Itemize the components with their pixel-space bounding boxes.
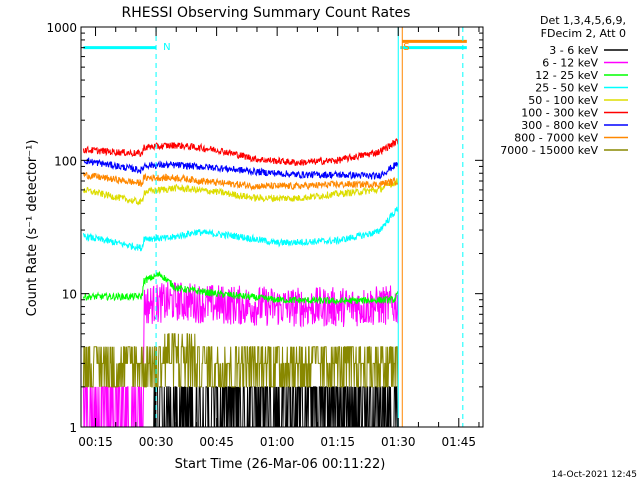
series-25-50-kev <box>82 206 399 252</box>
legend-label: 7000 - 15000 keV <box>500 144 598 157</box>
legend-item: 50 - 100 keV <box>528 94 628 107</box>
legend-item: 100 - 300 keV <box>521 107 628 120</box>
x-axis-label: Start Time (26-Mar-06 00:11:22) <box>175 457 386 472</box>
legend-item: 7000 - 15000 keV <box>500 144 628 157</box>
annotation-s: S <box>403 42 409 53</box>
chart-title: RHESSI Observing Summary Count Rates <box>122 5 411 21</box>
legend-label: 800 - 7000 keV <box>514 132 598 145</box>
legend-label: 12 - 25 keV <box>535 69 598 82</box>
y-axis: 1 10 100 1000 <box>46 21 483 435</box>
legend-header-line-0: Det 1,3,4,5,6,9, <box>540 14 626 27</box>
y-axis-label: Count Rate (s⁻¹ detector⁻¹) <box>25 140 40 317</box>
series-800-7000-kev <box>82 39 467 191</box>
x-axis: 00:15 00:30 00:45 01:00 01:15 01:30 01:45 <box>78 27 480 449</box>
legend-label: 6 - 12 keV <box>542 57 598 70</box>
x-tick-label-4: 01:15 <box>320 435 355 449</box>
y-tick-label-1: 10 <box>62 288 77 302</box>
x-tick-label-2: 00:45 <box>199 435 234 449</box>
series-300-800-kev <box>83 157 399 181</box>
legend-item: 6 - 12 keV <box>542 57 628 70</box>
legend-item: 800 - 7000 keV <box>514 132 628 145</box>
footer-timestamp: 14-Oct-2021 12:45 <box>552 470 637 480</box>
legend-label: 300 - 800 keV <box>521 119 598 132</box>
legend-label: 100 - 300 keV <box>521 107 598 120</box>
series-12-25-kev <box>82 271 399 306</box>
legend-header-line-1: FDecim 2, Att 0 <box>541 27 626 40</box>
x-tick-label-5: 01:30 <box>381 435 416 449</box>
x-tick-label-6: 01:45 <box>441 435 476 449</box>
x-tick-label-0: 00:15 <box>78 435 113 449</box>
legend-label: 50 - 100 keV <box>528 94 598 107</box>
x-tick-label-1: 00:30 <box>139 435 174 449</box>
legend-item: 25 - 50 keV <box>535 82 628 95</box>
y-tick-label-2: 100 <box>54 154 77 168</box>
series-50-100-kev <box>82 178 399 206</box>
series-3-6-kev <box>83 386 398 428</box>
y-tick-label-3: 1000 <box>46 21 77 35</box>
legend-label: 3 - 6 keV <box>549 44 598 57</box>
series-100-300-kev <box>82 137 399 166</box>
legend-header: Det 1,3,4,5,6,9,FDecim 2, Att 0 <box>540 14 626 40</box>
legend-item: 3 - 6 keV <box>549 44 628 57</box>
series-7000-15000-kev <box>82 333 399 388</box>
legend-item: 300 - 800 keV <box>521 119 628 132</box>
x-tick-label-3: 01:00 <box>260 435 295 449</box>
annotation-n: N <box>163 42 170 53</box>
legend-label: 25 - 50 keV <box>535 82 598 95</box>
legend-item: 12 - 25 keV <box>535 69 628 82</box>
plot-frame <box>80 26 484 428</box>
y-tick-label-0: 1 <box>69 421 77 435</box>
